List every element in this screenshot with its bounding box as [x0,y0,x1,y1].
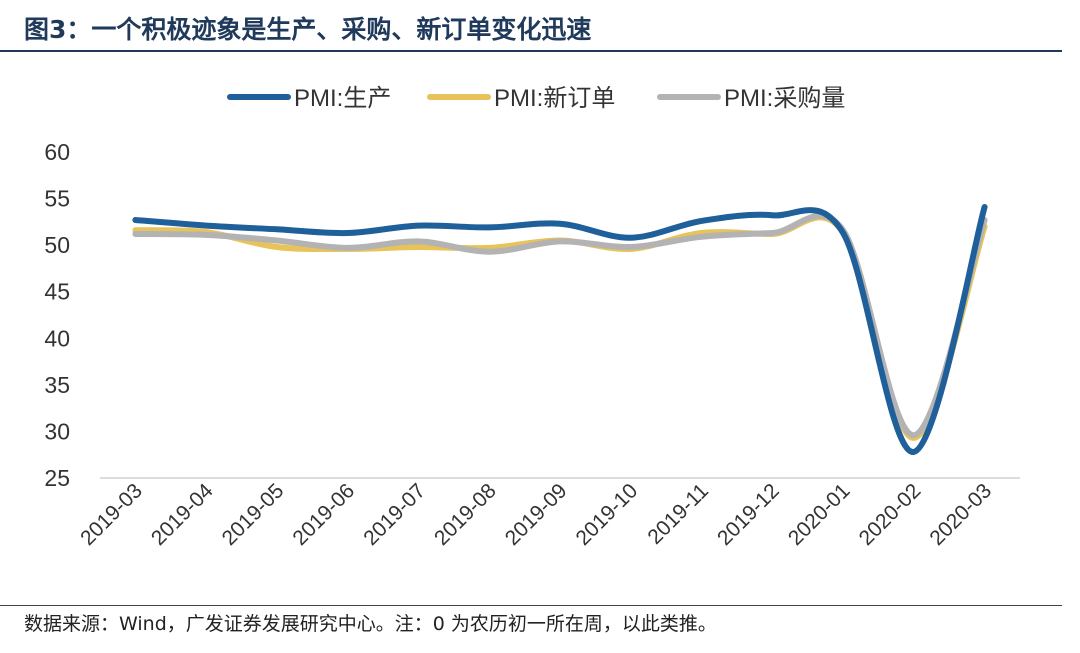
legend-purchases-label: PMI:采购量 [724,85,845,112]
y-tick-label: 45 [44,279,70,305]
x-tick-label: 2019-07 [359,479,430,550]
y-tick-label: 35 [44,372,70,398]
x-tick-label: 2020-03 [925,479,996,550]
series-line-production [132,204,988,455]
y-tick-label: 50 [44,232,70,258]
series-line-purchases [132,212,988,439]
title-bar [0,0,1062,52]
y-tick-label: 60 [44,139,70,165]
y-tick-label: 25 [44,465,70,491]
y-tick-label: 40 [44,325,70,351]
x-tick-label: 2019-06 [288,479,359,550]
page-title: 图3：一个积极迹象是生产、采购、新订单变化迅速 [24,15,592,44]
y-tick-label: 30 [44,418,70,444]
chart-container: 25 30 35 40 45 50 55 60 2019-03 2019-04 2019-05 201… [0,52,1080,602]
x-tick-label: 2019-11 [643,479,713,549]
y-tick-label: 55 [44,186,70,212]
source-note: 数据来源：Wind，广发证券发展研究中心。注：0 为农历初一所在周，以此类推。 [24,613,717,635]
footer-divider [0,605,1062,606]
x-tick-label: 2019-03 [76,479,147,550]
x-tick-label: 2019-08 [430,479,501,550]
x-tick-label: 2019-05 [218,479,289,550]
legend-new-orders-label: PMI:新订单 [494,85,615,112]
series-line-new-orders [132,214,988,441]
x-tick-label: 2020-02 [855,479,926,550]
x-tick-label: 2019-04 [147,479,218,550]
x-tick-label: 2019-09 [501,479,572,550]
x-tick-label: 2019-10 [572,479,643,550]
x-tick-label: 2020-01 [784,479,855,550]
x-tick-label: 2019-12 [713,479,784,550]
legend-production-label: PMI:生产 [294,85,391,112]
